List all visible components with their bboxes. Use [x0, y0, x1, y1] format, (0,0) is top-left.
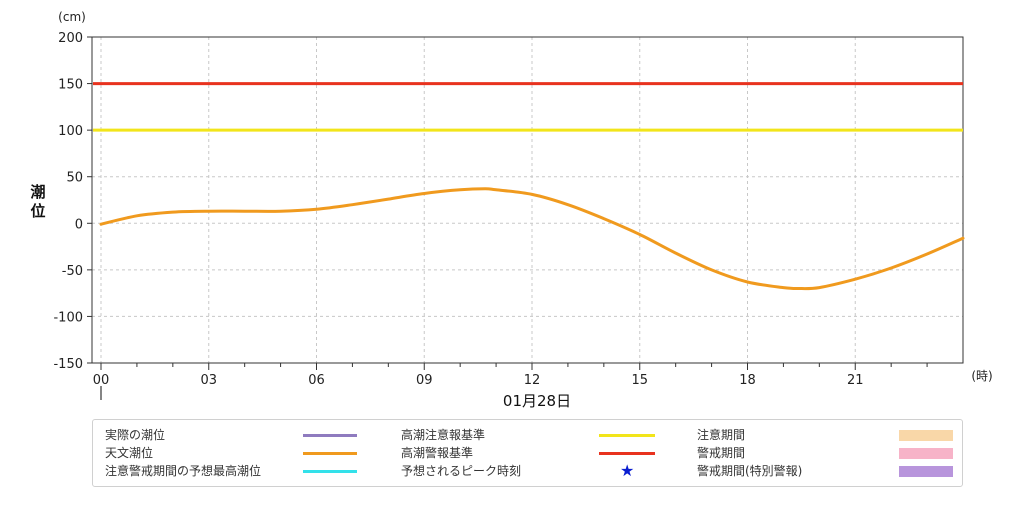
x-tick-label: 15: [631, 373, 648, 388]
y-tick-label: 50: [66, 171, 83, 186]
x-tick-label: 21: [847, 373, 864, 388]
legend-label: 天文潮位: [105, 446, 154, 460]
legend-label: 予想されるピーク時刻: [401, 464, 522, 478]
plot-frame: [91, 36, 964, 364]
y-tick-label: 0: [75, 217, 83, 232]
legend-line-swatch: [303, 470, 357, 473]
y-tick-label: -150: [53, 357, 83, 372]
star-icon: ★: [620, 461, 635, 480]
legend-patch-swatch: [899, 430, 953, 441]
date-label: 01月28日: [503, 392, 571, 410]
legend-label: 注意期間: [697, 428, 746, 442]
legend-line-swatch: [303, 452, 357, 455]
y-axis-title: 潮位: [30, 183, 45, 220]
series-line-0: [99, 187, 965, 291]
legend-label: 実際の潮位: [105, 428, 166, 442]
legend-patch-swatch: [899, 448, 953, 459]
x-tick-label: 18: [739, 373, 756, 388]
legend-line-swatch: [599, 452, 655, 455]
plot-area: [92, 37, 963, 363]
x-unit-label: (時): [971, 369, 992, 383]
legend-label: 高潮注意報基準: [401, 428, 486, 442]
y-unit-label: (cm): [58, 10, 86, 24]
x-tick-label: 12: [524, 373, 541, 388]
legend-line-swatch: [303, 434, 357, 437]
legend-label: 警戒期間: [697, 446, 746, 460]
legend-patch-swatch: [899, 466, 953, 477]
x-tick-label: 00: [93, 373, 110, 388]
legend-label: 注意警戒期間の予想最高潮位: [105, 464, 262, 478]
legend-line-swatch: [599, 434, 655, 437]
y-tick-label: -50: [62, 264, 83, 279]
legend-label: 警戒期間(特別警報): [697, 464, 803, 478]
legend: 実際の潮位 高潮注意報基準 注意期間天文潮位 高潮警報基準 警戒期間注意警戒期間の予想最…: [92, 419, 963, 487]
y-tick-label: 100: [58, 124, 83, 139]
tide-chart: 200 150 100 50 0 -50 -100 -150 00 03 06 09 12 15 18 21 (…: [30, 10, 992, 410]
x-tick-label: 06: [308, 373, 325, 388]
legend-label: 高潮警報基準: [401, 446, 474, 460]
x-tick-label: 09: [416, 373, 433, 388]
y-tick-label: -100: [53, 310, 83, 325]
y-tick-label: 200: [58, 31, 83, 46]
x-tick-label: 03: [200, 373, 217, 388]
y-tick-label: 150: [58, 78, 83, 93]
